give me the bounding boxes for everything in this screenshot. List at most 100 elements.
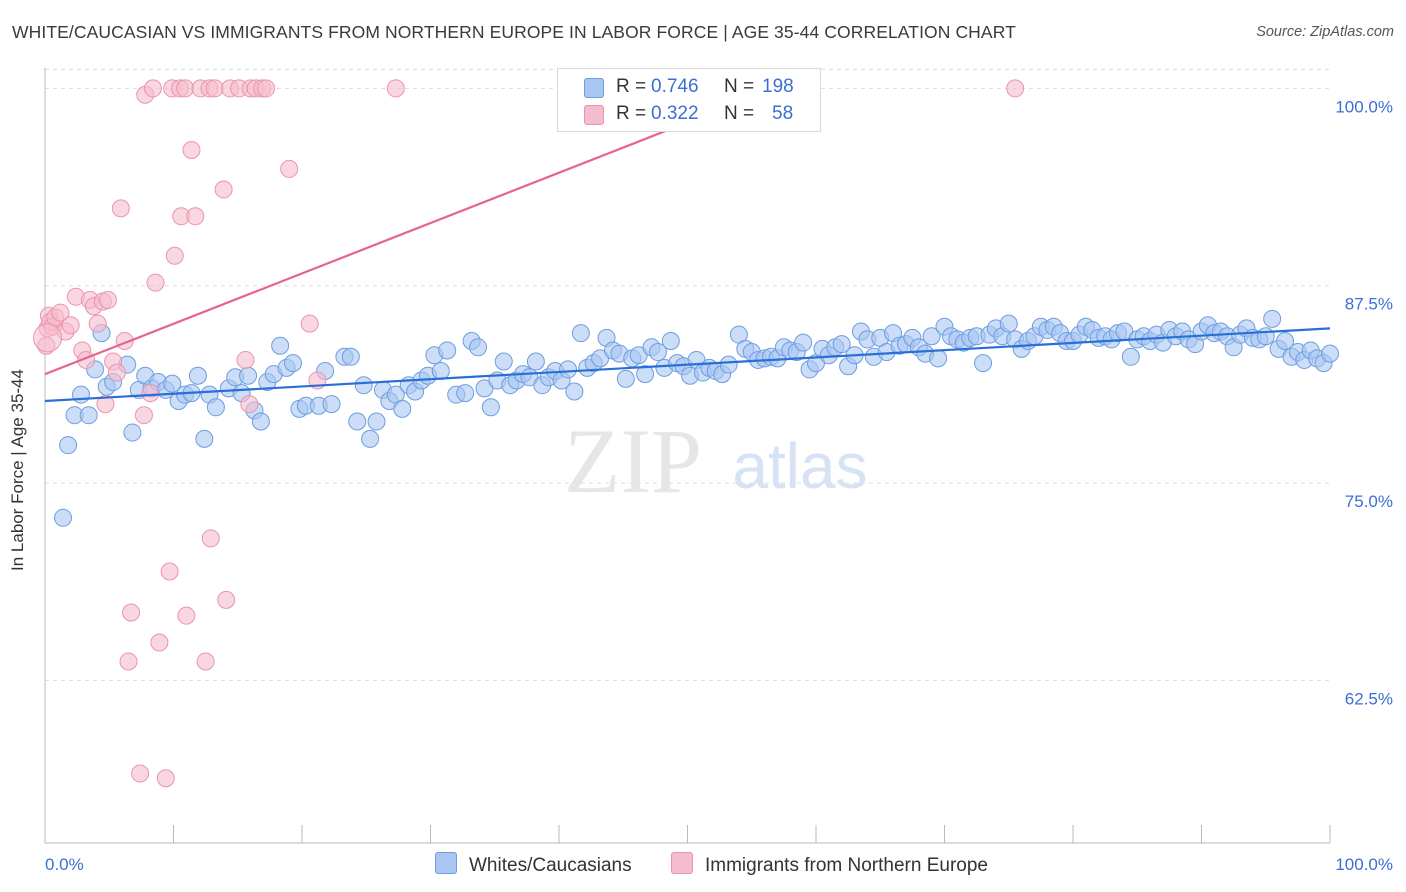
data-point	[150, 633, 169, 652]
data-point-cluster	[33, 323, 63, 353]
axes	[44, 68, 1331, 844]
data-point	[558, 360, 577, 379]
x-tick-labels: 0.0% 100.0%	[45, 855, 1393, 874]
legend-swatch-whites	[435, 852, 457, 874]
data-point	[481, 398, 500, 417]
data-point	[186, 207, 205, 226]
data-point	[1321, 344, 1339, 363]
data-point	[201, 529, 220, 548]
data-point	[143, 79, 162, 98]
data-point	[122, 603, 141, 622]
legend-n-label: N =	[724, 103, 755, 124]
data-point	[629, 346, 648, 365]
data-point	[217, 590, 236, 609]
data-point	[475, 379, 494, 398]
x-tick-label: 100.0%	[1335, 855, 1393, 874]
y-tick-labels: 62.5% 75.0% 87.5% 100.0%	[1335, 97, 1393, 708]
legend-item-immigrants[interactable]: Immigrants from Northern Europe	[671, 852, 988, 877]
data-point	[526, 352, 545, 371]
data-point	[922, 327, 941, 346]
data-point	[123, 423, 142, 442]
data-point	[177, 606, 196, 625]
data-point	[1276, 331, 1295, 350]
data-point	[348, 412, 367, 431]
legend-r-value: 0.322	[651, 103, 699, 124]
data-point	[591, 349, 610, 368]
legend-item-whites[interactable]: Whites/Caucasians	[435, 852, 632, 877]
data-point	[456, 384, 475, 403]
data-point	[71, 385, 90, 404]
data-point	[141, 384, 160, 403]
legend-row-whites: R = 0.746 N = 198	[558, 74, 820, 100]
legend-swatch-immigrants	[671, 852, 693, 874]
data-point	[565, 382, 584, 401]
data-point	[88, 314, 107, 333]
legend-n-value: 198	[762, 76, 794, 97]
data-point	[165, 246, 184, 265]
chart-title: WHITE/CAUCASIAN VS IMMIGRANTS FROM NORTH…	[12, 22, 1016, 42]
data-point	[361, 429, 380, 448]
data-point	[322, 395, 341, 414]
data-point	[240, 395, 259, 414]
y-tick-label: 100.0%	[1335, 97, 1393, 116]
data-point	[257, 79, 276, 98]
series-immigrants-points	[33, 79, 1025, 788]
data-point	[929, 349, 948, 368]
data-point	[719, 355, 738, 374]
source-note: Source: ZipAtlas.com	[1256, 24, 1394, 40]
series-whites-points	[53, 309, 1339, 527]
data-point	[236, 350, 255, 369]
data-point	[393, 399, 412, 418]
data-point	[794, 333, 813, 352]
data-point	[160, 562, 179, 581]
data-point	[251, 412, 270, 431]
data-point	[59, 436, 78, 455]
correlation-legend: R = 0.746 N = 198 R = 0.322 N = 58	[557, 68, 821, 132]
data-point	[79, 406, 98, 425]
data-point	[1256, 327, 1275, 346]
data-point	[61, 316, 80, 335]
legend-r-value: 0.746	[651, 76, 699, 97]
legend-label-immigrants: Immigrants from Northern Europe	[705, 855, 988, 876]
data-point	[188, 366, 207, 385]
legend-r-label: R =	[616, 76, 647, 97]
data-point	[96, 395, 115, 414]
x-tick-label: 0.0%	[45, 855, 84, 874]
data-point	[494, 352, 513, 371]
data-point	[974, 354, 993, 373]
y-tick-label: 75.0%	[1345, 492, 1393, 511]
data-point	[616, 369, 635, 388]
data-point	[271, 336, 290, 355]
legend-swatch-immigrants	[584, 105, 604, 125]
data-point	[367, 412, 386, 431]
data-point	[571, 324, 590, 343]
data-point	[386, 79, 405, 98]
data-point	[131, 764, 150, 783]
data-point	[119, 652, 138, 671]
data-point	[648, 343, 667, 362]
y-tick-label: 62.5%	[1345, 689, 1393, 708]
legend-label-whites: Whites/Caucasians	[469, 855, 632, 876]
data-point	[354, 376, 373, 395]
trend-line	[44, 327, 1331, 403]
y-tick-label: 87.5%	[1345, 295, 1393, 314]
watermark-zip: ZIP	[564, 410, 702, 512]
legend-n-value: 58	[772, 103, 794, 124]
data-point	[163, 374, 182, 393]
data-point	[431, 361, 450, 380]
data-point	[195, 429, 214, 448]
data-point	[111, 199, 130, 218]
data-point	[51, 303, 70, 322]
data-point	[469, 338, 488, 357]
data-point	[206, 398, 225, 417]
data-point	[284, 354, 303, 373]
legend-n-label: N =	[724, 76, 755, 97]
data-point	[98, 290, 117, 309]
data-point	[1263, 309, 1282, 328]
legend-row-immigrants: R = 0.322 N = 58	[558, 101, 820, 127]
legend-swatch-whites	[584, 78, 604, 98]
data-point	[146, 273, 165, 292]
data-point	[176, 79, 195, 98]
data-point	[280, 159, 299, 178]
